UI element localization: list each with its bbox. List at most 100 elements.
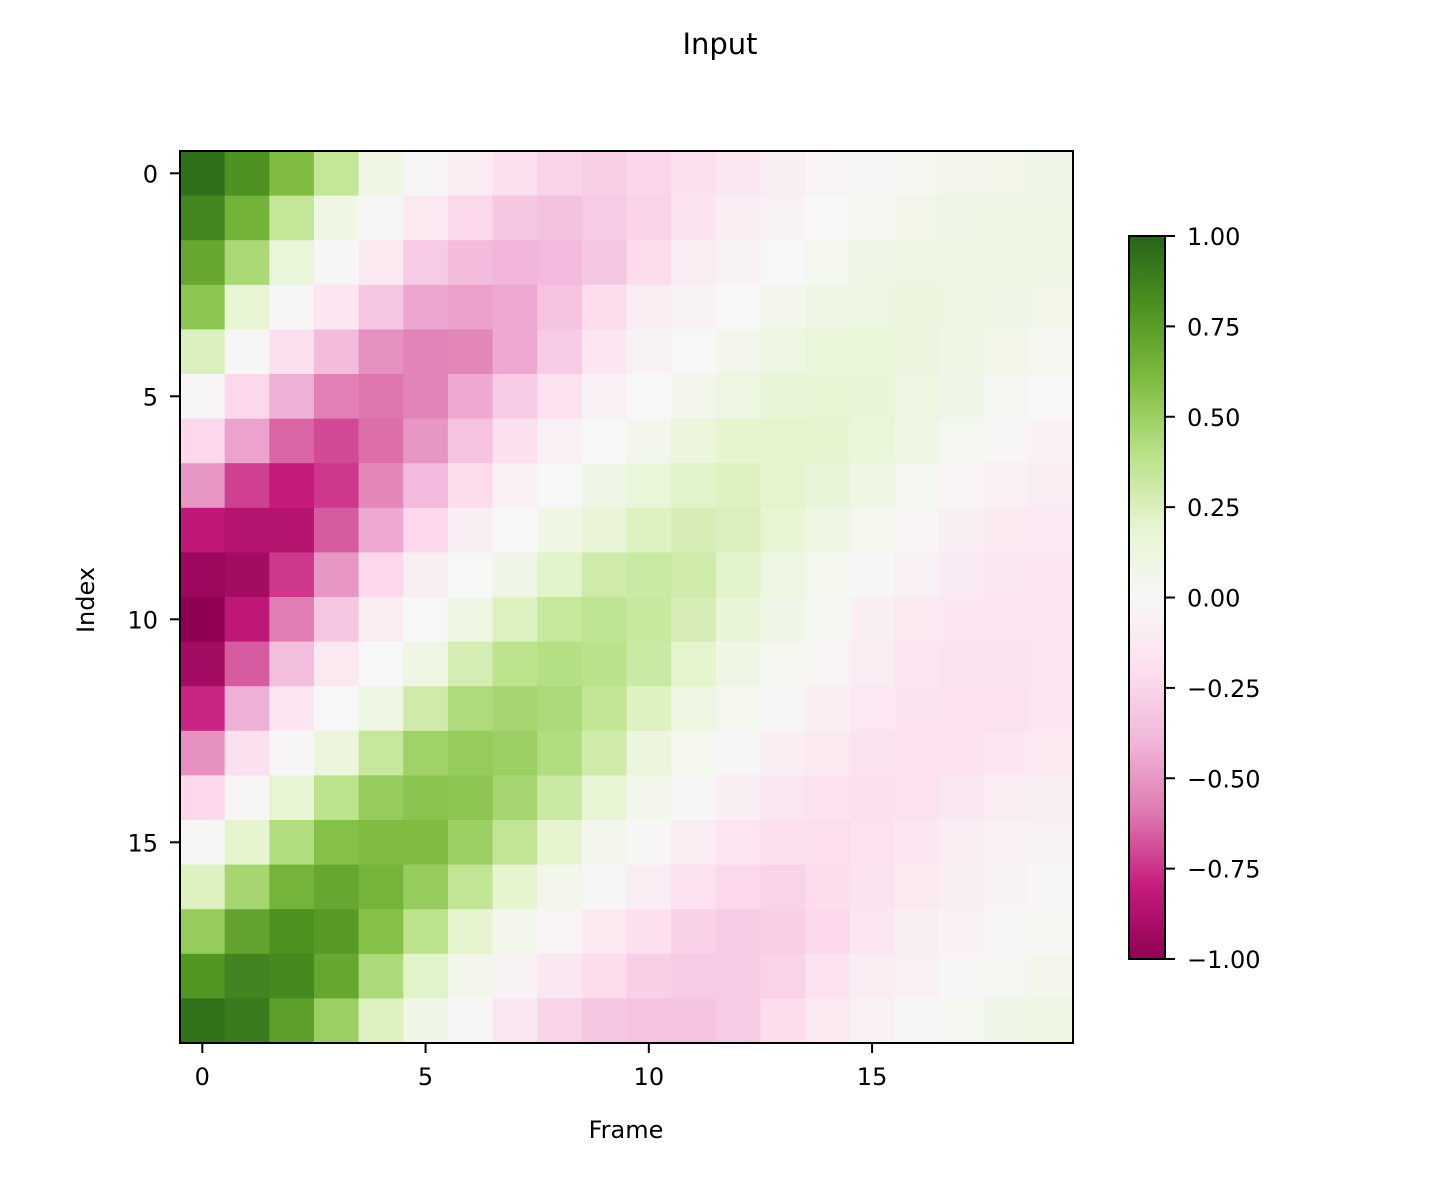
- heatmap-cell: [224, 820, 270, 866]
- heatmap-cell: [447, 998, 494, 1044]
- heatmap-cell: [939, 195, 985, 241]
- heatmap-cell: [805, 953, 851, 999]
- heatmap-cell: [1028, 329, 1074, 375]
- heatmap-cell: [894, 597, 940, 643]
- heatmap-cell: [403, 374, 449, 420]
- heatmap-cell: [805, 418, 851, 464]
- heatmap-cell: [671, 507, 717, 553]
- heatmap-cell: [313, 418, 360, 464]
- heatmap-cell: [180, 151, 226, 197]
- heatmap-cell: [447, 329, 494, 375]
- heatmap-cell: [626, 953, 672, 999]
- heatmap-cell: [626, 775, 672, 821]
- heatmap-cell: [626, 552, 672, 598]
- heatmap-cell: [626, 463, 672, 509]
- heatmap-cell: [1028, 998, 1074, 1044]
- heatmap-cell: [849, 195, 895, 241]
- heatmap-cell: [983, 507, 1029, 553]
- heatmap-cell: [180, 507, 226, 553]
- heatmap-cell: [537, 864, 583, 910]
- heatmap-cell: [581, 463, 628, 509]
- heatmap-cell: [492, 864, 538, 910]
- heatmap-cell: [269, 730, 315, 776]
- heatmap-cell: [537, 240, 583, 286]
- heatmap-cell: [224, 151, 270, 197]
- colorbar-tick-label: −0.25: [1187, 675, 1261, 703]
- heatmap-cell: [358, 463, 404, 509]
- heatmap-cell: [1028, 284, 1074, 330]
- heatmap-cell: [983, 775, 1029, 821]
- heatmap-cell: [939, 240, 985, 286]
- heatmap-cell: [403, 329, 449, 375]
- heatmap-cell: [983, 864, 1029, 910]
- colorbar-tick-label: −1.00: [1187, 946, 1261, 974]
- heatmap-cell: [983, 329, 1029, 375]
- heatmap-cell: [180, 597, 226, 643]
- heatmap-cell: [983, 463, 1029, 509]
- heatmap-cell: [447, 730, 494, 776]
- y-tick-label: 10: [127, 606, 158, 634]
- heatmap-cell: [313, 597, 360, 643]
- heatmap-cell: [894, 240, 940, 286]
- heatmap-cell: [492, 151, 538, 197]
- heatmap-cell: [447, 820, 494, 866]
- heatmap-cell: [269, 864, 315, 910]
- heatmap-cell: [760, 463, 806, 509]
- heatmap-cell: [805, 284, 851, 330]
- heatmap-cell: [313, 820, 360, 866]
- heatmap-cell: [403, 597, 449, 643]
- heatmap-cell: [492, 329, 538, 375]
- heatmap-cell: [581, 775, 628, 821]
- heatmap-cell: [358, 641, 404, 687]
- heatmap-cell: [1028, 730, 1074, 776]
- heatmap-cell: [447, 374, 494, 420]
- heatmap-cell: [581, 686, 628, 732]
- heatmap-cell: [313, 463, 360, 509]
- heatmap-cell: [403, 864, 449, 910]
- heatmap-cell: [894, 820, 940, 866]
- heatmap-cell: [671, 418, 717, 464]
- x-tick-label: 15: [857, 1063, 888, 1091]
- heatmap-cell: [894, 151, 940, 197]
- heatmap-cell: [626, 998, 672, 1044]
- heatmap-cell: [269, 463, 315, 509]
- heatmap-cell: [313, 775, 360, 821]
- heatmap-cell: [1028, 775, 1074, 821]
- heatmap-cell: [581, 329, 628, 375]
- heatmap-cell: [626, 418, 672, 464]
- heatmap-cell: [715, 284, 762, 330]
- heatmap-cell: [894, 775, 940, 821]
- plot-area-frame: [179, 150, 1074, 1044]
- heatmap-cell: [715, 998, 762, 1044]
- heatmap-cell: [849, 284, 895, 330]
- heatmap-cell: [715, 507, 762, 553]
- heatmap-cell: [760, 240, 806, 286]
- heatmap-cell: [447, 909, 494, 955]
- x-tick-label: 5: [418, 1063, 433, 1091]
- heatmap-cell: [671, 641, 717, 687]
- heatmap-cell: [939, 597, 985, 643]
- heatmap-cell: [447, 953, 494, 999]
- heatmap-cell: [180, 909, 226, 955]
- heatmap-cell: [671, 686, 717, 732]
- heatmap-cell: [313, 284, 360, 330]
- heatmap-cell: [983, 686, 1029, 732]
- heatmap-cell: [581, 418, 628, 464]
- heatmap-cell: [983, 284, 1029, 330]
- heatmap-cell: [403, 953, 449, 999]
- heatmap-cell: [671, 463, 717, 509]
- heatmap-cell: [224, 284, 270, 330]
- heatmap-cell: [537, 909, 583, 955]
- heatmap-cell: [180, 552, 226, 598]
- heatmap-cell: [492, 418, 538, 464]
- heatmap-cell: [403, 463, 449, 509]
- heatmap-cell: [581, 240, 628, 286]
- heatmap-cell: [1028, 953, 1074, 999]
- heatmap-cell: [492, 195, 538, 241]
- heatmap-cell: [581, 507, 628, 553]
- heatmap-cell: [180, 864, 226, 910]
- heatmap-cell: [358, 998, 404, 1044]
- heatmap-cell: [983, 240, 1029, 286]
- heatmap-cell: [805, 195, 851, 241]
